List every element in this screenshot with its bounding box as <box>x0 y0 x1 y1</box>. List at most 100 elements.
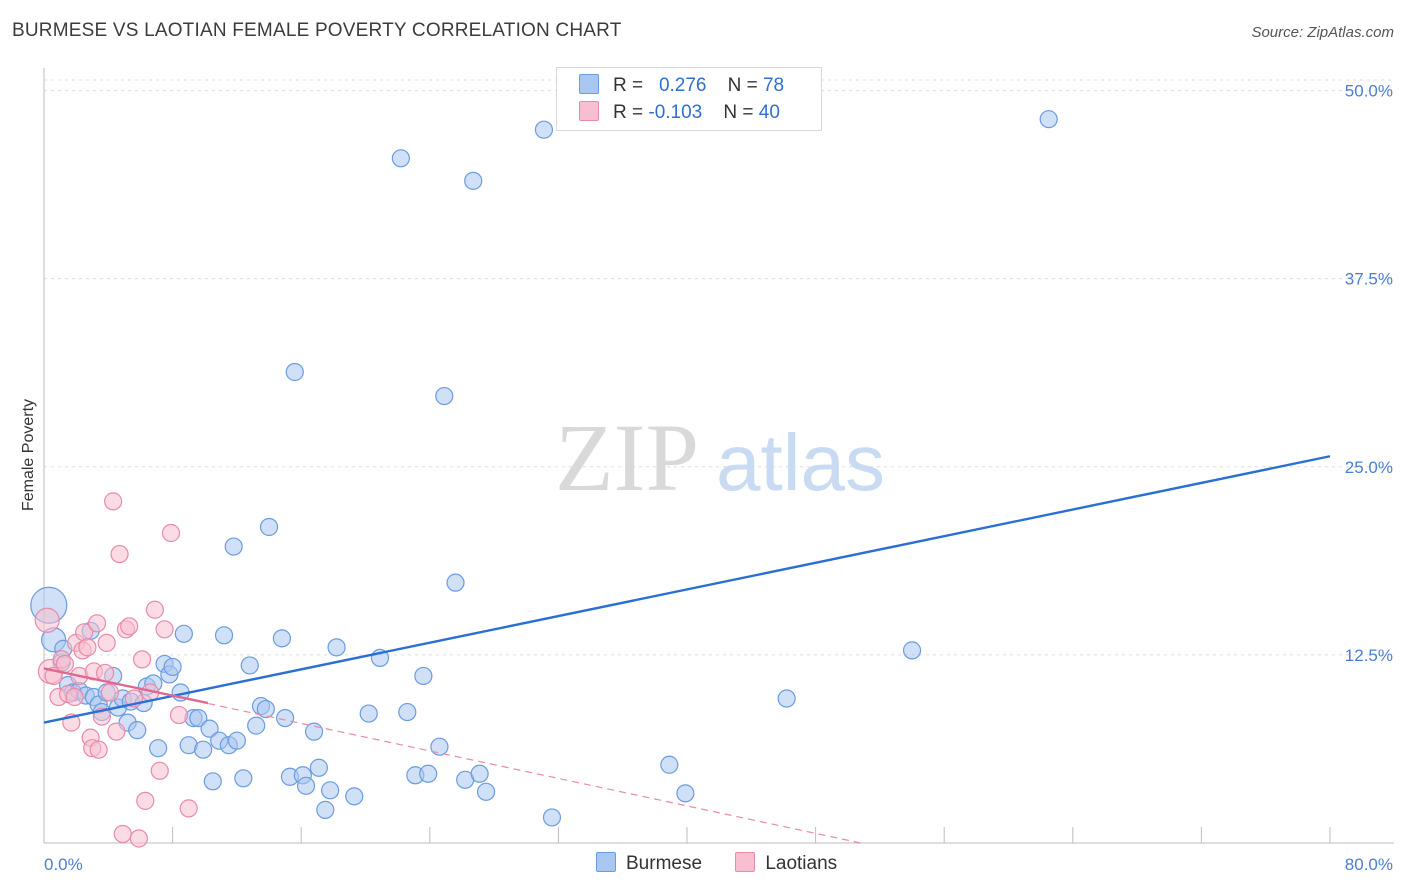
point-burmese <box>542 808 562 827</box>
r-value: -0.103 <box>648 102 703 123</box>
point-burmese <box>214 626 234 645</box>
point-burmese <box>345 787 364 806</box>
n-value: 40 <box>758 102 780 123</box>
r-label: R = <box>613 75 649 96</box>
point-laotians <box>120 617 139 636</box>
n-label: N = <box>727 75 763 96</box>
point-burmese <box>149 739 168 758</box>
n-value: 78 <box>762 75 785 96</box>
watermark: ZIP atlas <box>555 404 885 511</box>
point-burmese <box>234 769 253 788</box>
tick-labels: 12.5% 25.0% 37.5% 50.0% 0.0% 80.0% <box>44 82 1393 874</box>
point-burmese <box>163 657 182 677</box>
point-laotians <box>65 687 84 707</box>
legend-swatch-burmese <box>596 852 616 872</box>
point-burmese <box>272 629 292 648</box>
data-points <box>30 110 1058 848</box>
point-burmese <box>224 537 243 556</box>
legend-swatch-laotians <box>735 852 756 872</box>
point-laotians <box>104 492 123 511</box>
point-burmese <box>676 784 695 803</box>
point-burmese <box>296 776 316 795</box>
point-burmese <box>470 764 489 783</box>
legend-swatch-burmese <box>579 74 599 94</box>
point-laotians <box>110 544 129 564</box>
point-burmese <box>476 782 496 801</box>
point-burmese <box>285 362 304 382</box>
point-burmese <box>321 781 340 800</box>
point-burmese <box>660 755 679 774</box>
point-burmese <box>128 721 147 740</box>
point-burmese <box>902 641 922 660</box>
point-laotians <box>169 705 189 725</box>
stats-legend-row-burmese: R = 0.276 N = 78 <box>579 74 784 100</box>
point-laotians <box>150 761 169 780</box>
trend-lines <box>43 455 1331 844</box>
point-laotians <box>145 600 165 619</box>
point-burmese <box>200 719 219 738</box>
point-burmese <box>240 656 259 675</box>
watermark-zip: ZIP <box>555 404 699 511</box>
y-tick-label: 12.5% <box>1345 646 1393 665</box>
axes <box>43 68 1394 844</box>
point-burmese <box>435 386 454 406</box>
trend-line-laotians <box>43 667 209 705</box>
point-burmese <box>276 708 295 728</box>
chart-title: BURMESE VS LAOTIAN FEMALE POVERTY CORREL… <box>12 20 622 41</box>
point-laotians <box>179 799 198 818</box>
point-burmese <box>359 704 378 723</box>
legend-label: Burmese <box>626 853 703 874</box>
point-burmese <box>316 800 335 819</box>
point-burmese <box>309 758 328 777</box>
point-burmese <box>227 731 246 750</box>
y-tick-label: 50.0% <box>1345 82 1393 101</box>
point-laotians <box>78 638 97 657</box>
point-burmese <box>259 517 279 537</box>
n-label: N = <box>723 102 759 123</box>
point-burmese <box>194 740 213 759</box>
point-burmese <box>247 716 266 735</box>
point-burmese <box>446 573 465 592</box>
point-burmese <box>391 149 410 168</box>
point-laotians <box>89 740 108 759</box>
point-laotians <box>34 607 60 633</box>
point-burmese <box>534 120 554 139</box>
point-burmese <box>203 772 222 791</box>
point-burmese <box>414 666 433 686</box>
point-burmese <box>174 624 193 643</box>
legend-swatch-laotians <box>579 101 599 121</box>
trend-line-burmese <box>43 455 1331 724</box>
x-tick-label: 0.0% <box>44 855 83 874</box>
point-burmese <box>464 171 483 190</box>
x-tick-label: 80.0% <box>1345 855 1393 874</box>
y-tick-label: 37.5% <box>1345 270 1393 289</box>
point-burmese <box>1039 110 1058 129</box>
point-burmese <box>398 702 417 722</box>
point-laotians <box>113 824 132 844</box>
point-laotians <box>161 523 181 543</box>
stats-legend: R = 0.276 N = 78 R = -0.103 N = 40 <box>556 67 822 131</box>
point-laotians <box>132 650 152 669</box>
r-label: R = <box>613 102 649 123</box>
legend-item-burmese: Burmese <box>596 852 702 875</box>
point-burmese <box>327 638 346 657</box>
point-burmese <box>189 708 208 728</box>
r-value: 0.276 <box>658 75 707 96</box>
series-legend: Burmese Laotians <box>596 852 865 875</box>
point-laotians <box>97 633 116 652</box>
point-laotians <box>55 654 74 674</box>
point-laotians <box>155 620 174 639</box>
point-laotians <box>100 683 120 702</box>
legend-label: Laotians <box>765 853 838 874</box>
y-tick-label: 25.0% <box>1345 458 1393 477</box>
grid-lines <box>44 79 1394 656</box>
legend-item-laotians: Laotians <box>735 852 837 875</box>
point-burmese <box>256 699 275 719</box>
point-burmese <box>777 689 796 708</box>
stats-legend-row-laotians: R = -0.103 N = 40 <box>579 101 780 127</box>
y-axis-label: Female Poverty <box>20 399 37 511</box>
watermark-atlas: atlas <box>716 418 885 507</box>
point-laotians <box>136 791 155 810</box>
point-burmese <box>430 737 449 756</box>
